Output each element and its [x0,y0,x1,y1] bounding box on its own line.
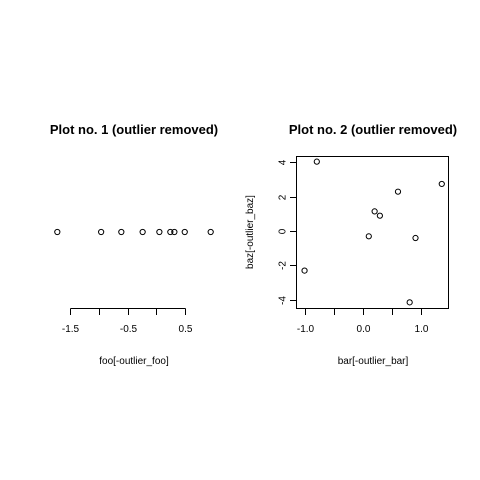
plot-2-y-tick-label: -4 [278,296,289,305]
plot-2-points [301,158,445,306]
plot-2: Plot no. 2 (outlier removed) -1.0 0.0 1.0 … [245,122,457,367]
plot-1-point [156,228,163,236]
plot-1-point [171,228,178,236]
plot-1-x-tick-label: 0.5 [179,324,193,335]
plot-2-point [301,267,308,274]
plot-2-x-tick-label: -1.0 [297,324,315,335]
plot-2-x-axis: -1.0 0.0 1.0 [297,308,429,335]
plot-2-y-tick-label: 4 [278,159,289,165]
plot-2-y-axis: -4 -2 0 2 4 [278,159,297,305]
plot-2-point [365,233,372,240]
plot-2-point [438,180,445,188]
plot-1-x-axis-label: foo[-outlier_foo] [99,356,169,367]
plot-2-point [412,234,419,242]
plot-1-point [207,228,214,236]
plot-1-x-axis: -1.5 -0.5 0.5 [62,308,193,335]
plot-2-x-axis-label: bar[-outlier_bar] [338,356,409,367]
plot-1-point [167,228,174,236]
plot-1-points [54,228,214,236]
plot-1-point [118,228,125,236]
plot-1-point [181,228,188,236]
plot-2-x-tick-label: 0.0 [357,324,371,335]
plot-2-point [376,212,383,219]
plot-2-title: Plot no. 2 (outlier removed) [289,122,457,137]
plot-1-x-ticks: -1.5 -0.5 0.5 [62,308,193,335]
plot-2-y-tick-label: 2 [278,194,289,200]
plot-1-point [54,228,61,236]
plot-1-title: Plot no. 1 (outlier removed) [50,122,218,137]
plot-2-point [313,158,320,165]
plot-2-y-ticks: -4 -2 0 2 4 [278,159,297,305]
plot-2-y-axis-label: baz[-outlier_baz] [245,195,256,269]
plot-1-x-tick-label: -1.5 [62,324,80,335]
plot-1-x-tick-label: -0.5 [120,324,138,335]
plot-2-y-tick-label: -2 [278,261,289,270]
plot-1: Plot no. 1 (outlier removed) -1.5 -0.5 0.5… [50,122,218,367]
plot-2-x-ticks: -1.0 0.0 1.0 [297,308,429,335]
plot-2-point [406,299,413,306]
plot-2-frame [296,156,449,309]
plot-2-point [394,188,402,195]
plot-2-y-tick-label: 0 [278,228,289,234]
plot-1-point [139,228,146,236]
plot-2-x-tick-label: 1.0 [415,324,429,335]
plot-1-point [98,228,105,236]
plot-2-point [371,208,378,215]
